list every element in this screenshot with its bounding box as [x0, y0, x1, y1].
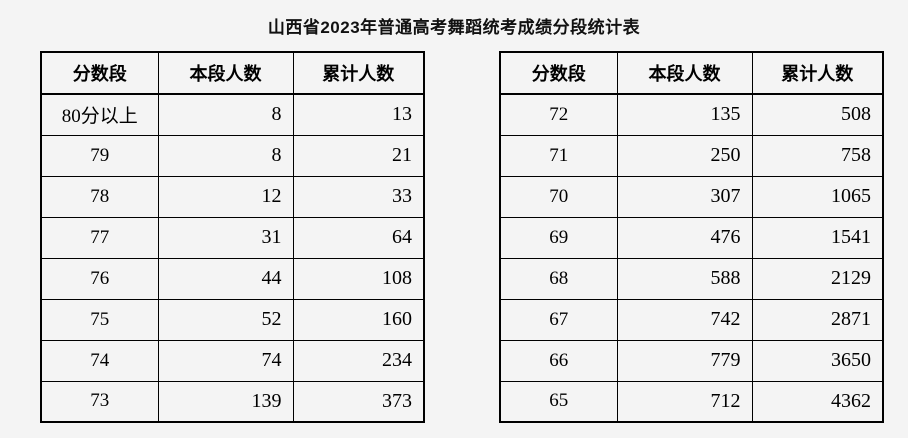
score-segment-cell: 70	[499, 175, 618, 218]
cumulative-count-cell: 21	[292, 134, 425, 177]
score-segment-cell: 80分以上	[40, 93, 159, 136]
cumulative-count-cell: 234	[292, 339, 425, 382]
table-row: 78 12 33	[40, 175, 425, 218]
segment-count-cell: 139	[157, 380, 294, 423]
score-segment-cell: 72	[499, 93, 618, 136]
table-row: 65 712 4362	[499, 380, 884, 423]
segment-count-cell: 135	[616, 93, 753, 136]
score-table-left: 分数段 本段人数 累计人数 80分以上 8 13 79 8 21 78 12 33 77 31 64 76 44…	[40, 51, 425, 423]
segment-count-cell: 44	[157, 257, 294, 300]
header-row: 分数段 本段人数 累计人数	[40, 51, 425, 95]
cumulative-count-cell: 373	[292, 380, 425, 423]
cumulative-count-cell: 508	[751, 93, 884, 136]
score-segment-cell: 71	[499, 134, 618, 177]
table-row: 69 476 1541	[499, 216, 884, 259]
score-segment-cell: 76	[40, 257, 159, 300]
score-segment-cell: 77	[40, 216, 159, 259]
table-row: 71 250 758	[499, 134, 884, 177]
score-segment-cell: 75	[40, 298, 159, 341]
table-row: 67 742 2871	[499, 298, 884, 341]
cumulative-count-cell: 4362	[751, 380, 884, 423]
table-row: 77 31 64	[40, 216, 425, 259]
segment-count-cell: 250	[616, 134, 753, 177]
cumulative-count-cell: 64	[292, 216, 425, 259]
table-row: 66 779 3650	[499, 339, 884, 382]
page-title: 山西省2023年普通高考舞蹈统考成绩分段统计表	[267, 18, 641, 37]
cumulative-count-cell: 13	[292, 93, 425, 136]
score-segment-cell: 68	[499, 257, 618, 300]
segment-count-cell: 8	[157, 93, 294, 136]
cumulative-count-cell: 160	[292, 298, 425, 341]
column-header: 累计人数	[751, 51, 884, 95]
table-row: 76 44 108	[40, 257, 425, 300]
table-row: 70 307 1065	[499, 175, 884, 218]
segment-count-cell: 742	[616, 298, 753, 341]
cumulative-count-cell: 33	[292, 175, 425, 218]
column-header: 本段人数	[157, 51, 294, 95]
score-segment-cell: 73	[40, 380, 159, 423]
score-segment-cell: 69	[499, 216, 618, 259]
cumulative-count-cell: 2129	[751, 257, 884, 300]
score-segment-cell: 67	[499, 298, 618, 341]
cumulative-count-cell: 2871	[751, 298, 884, 341]
segment-count-cell: 476	[616, 216, 753, 259]
segment-count-cell: 52	[157, 298, 294, 341]
cumulative-count-cell: 3650	[751, 339, 884, 382]
score-segment-cell: 78	[40, 175, 159, 218]
table-row: 75 52 160	[40, 298, 425, 341]
header-row: 分数段 本段人数 累计人数	[499, 51, 884, 95]
score-segment-cell: 74	[40, 339, 159, 382]
cumulative-count-cell: 1541	[751, 216, 884, 259]
column-header: 分数段	[40, 51, 159, 95]
score-table-right: 分数段 本段人数 累计人数 72 135 508 71 250 758 70 307 1065 69 47…	[499, 51, 884, 423]
cumulative-count-cell: 758	[751, 134, 884, 177]
column-header: 累计人数	[292, 51, 425, 95]
table-row: 74 74 234	[40, 339, 425, 382]
column-header: 本段人数	[616, 51, 753, 95]
table-row: 68 588 2129	[499, 257, 884, 300]
segment-count-cell: 31	[157, 216, 294, 259]
segment-count-cell: 779	[616, 339, 753, 382]
score-segment-cell: 79	[40, 134, 159, 177]
tables-container: 分数段 本段人数 累计人数 80分以上 8 13 79 8 21 78 12 33 77 31 64 76 44…	[40, 51, 908, 423]
cumulative-count-cell: 1065	[751, 175, 884, 218]
segment-count-cell: 8	[157, 134, 294, 177]
score-segment-cell: 65	[499, 380, 618, 423]
segment-count-cell: 712	[616, 380, 753, 423]
column-header: 分数段	[499, 51, 618, 95]
table-row: 80分以上 8 13	[40, 93, 425, 136]
page: 山西省2023年普通高考舞蹈统考成绩分段统计表 分数段 本段人数 累计人数 80分以上…	[0, 13, 908, 423]
segment-count-cell: 588	[616, 257, 753, 300]
segment-count-cell: 74	[157, 339, 294, 382]
segment-count-cell: 307	[616, 175, 753, 218]
segment-count-cell: 12	[157, 175, 294, 218]
table-row: 72 135 508	[499, 93, 884, 136]
table-row: 73 139 373	[40, 380, 425, 423]
cumulative-count-cell: 108	[292, 257, 425, 300]
score-segment-cell: 66	[499, 339, 618, 382]
table-row: 79 8 21	[40, 134, 425, 177]
